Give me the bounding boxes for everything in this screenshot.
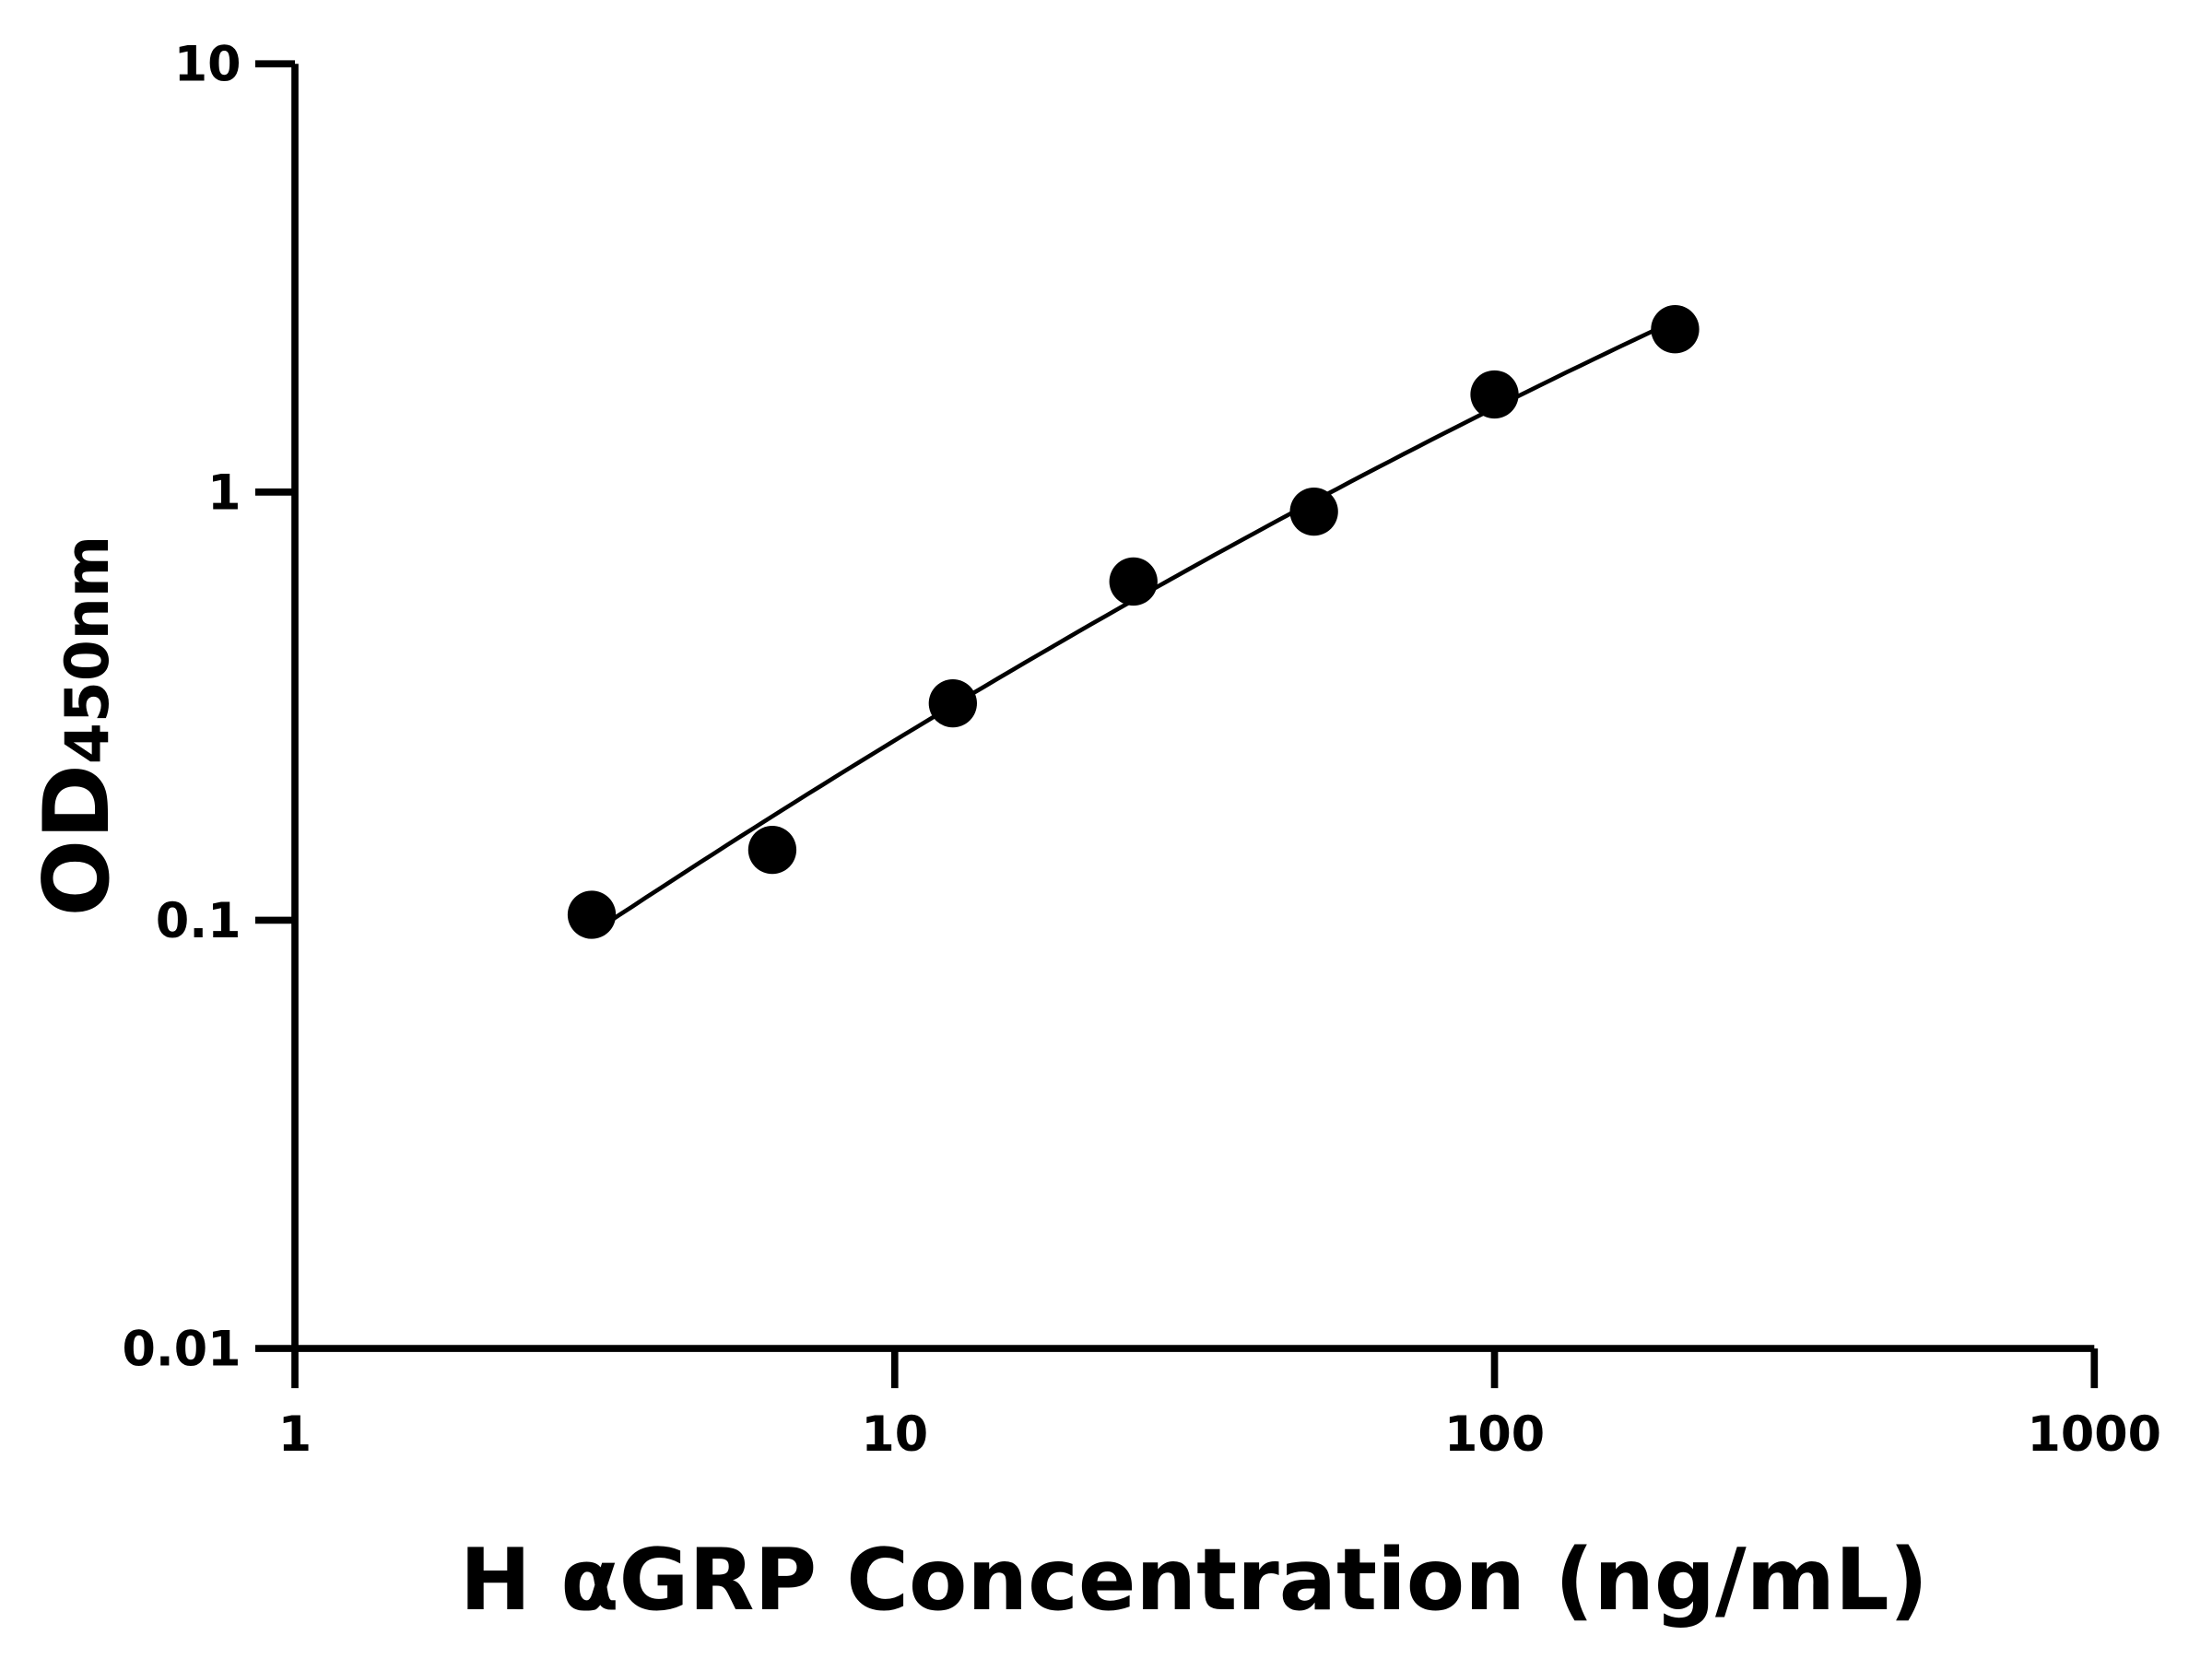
data-point — [1289, 487, 1338, 536]
y-tick-label: 0.01 — [122, 1322, 241, 1378]
svg-text:OD450nm: OD450nm — [25, 535, 130, 917]
y-tick-label: 0.1 — [156, 893, 241, 949]
y-axis-label-main: OD — [25, 764, 130, 916]
axes — [254, 60, 2099, 1389]
data-point — [747, 825, 797, 875]
y-tick-label: 1 — [207, 465, 241, 521]
data-point — [1109, 557, 1158, 606]
y-tick-label: 10 — [174, 37, 241, 93]
y-axis-label: OD450nm — [25, 535, 130, 917]
data-point — [567, 890, 617, 939]
x-tick-label: 1000 — [2028, 1406, 2162, 1463]
x-tick-label: 100 — [1444, 1406, 1545, 1463]
x-tick-label: 10 — [861, 1406, 928, 1463]
data-point — [928, 678, 977, 728]
tick-labels: 0.01 0.1 1 10 1 10 100 1000 — [122, 37, 2161, 1463]
x-tick-label: 1 — [278, 1406, 312, 1463]
data-points — [567, 305, 1700, 939]
data-point — [1651, 305, 1700, 354]
x-axis-label: H αGRP Concentration (ng/mL) — [460, 1530, 1928, 1630]
y-axis-label-sub: 450nm — [53, 535, 123, 764]
data-point — [1470, 370, 1519, 419]
